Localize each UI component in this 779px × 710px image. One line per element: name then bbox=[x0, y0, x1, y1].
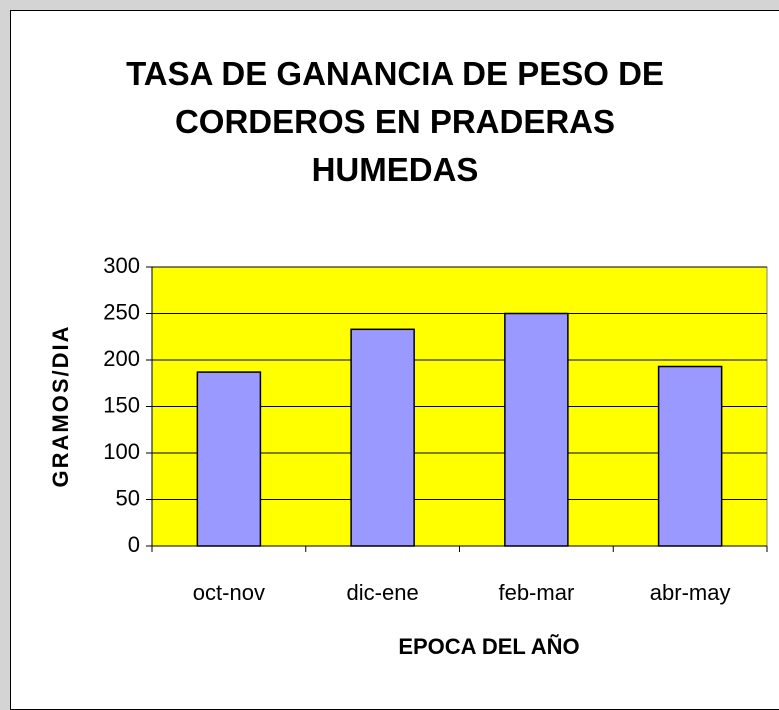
bar bbox=[350, 328, 415, 547]
y-axis-title: GRAMOS/DIA bbox=[48, 325, 73, 488]
chart-title: TASA DE GANANCIA DE PESO DE CORDEROS EN … bbox=[126, 55, 664, 188]
y-tick-label: 300 bbox=[103, 253, 140, 278]
bar bbox=[504, 312, 569, 547]
y-tick-label: 100 bbox=[103, 439, 140, 464]
x-tick-label: abr-may bbox=[650, 580, 731, 605]
y-tick-label: 200 bbox=[103, 346, 140, 371]
y-tick-label: 150 bbox=[103, 392, 140, 417]
y-tick-label: 50 bbox=[116, 485, 140, 510]
y-tick-label: 0 bbox=[128, 532, 140, 557]
x-tick-label: feb-mar bbox=[498, 580, 574, 605]
bar bbox=[657, 365, 723, 547]
x-tick-label: dic-ene bbox=[347, 580, 419, 605]
x-axis-title: EPOCA DEL AÑO bbox=[398, 634, 579, 659]
y-tick-label: 250 bbox=[103, 299, 140, 324]
x-tick-label: oct-nov bbox=[193, 580, 265, 605]
bar bbox=[196, 371, 262, 547]
